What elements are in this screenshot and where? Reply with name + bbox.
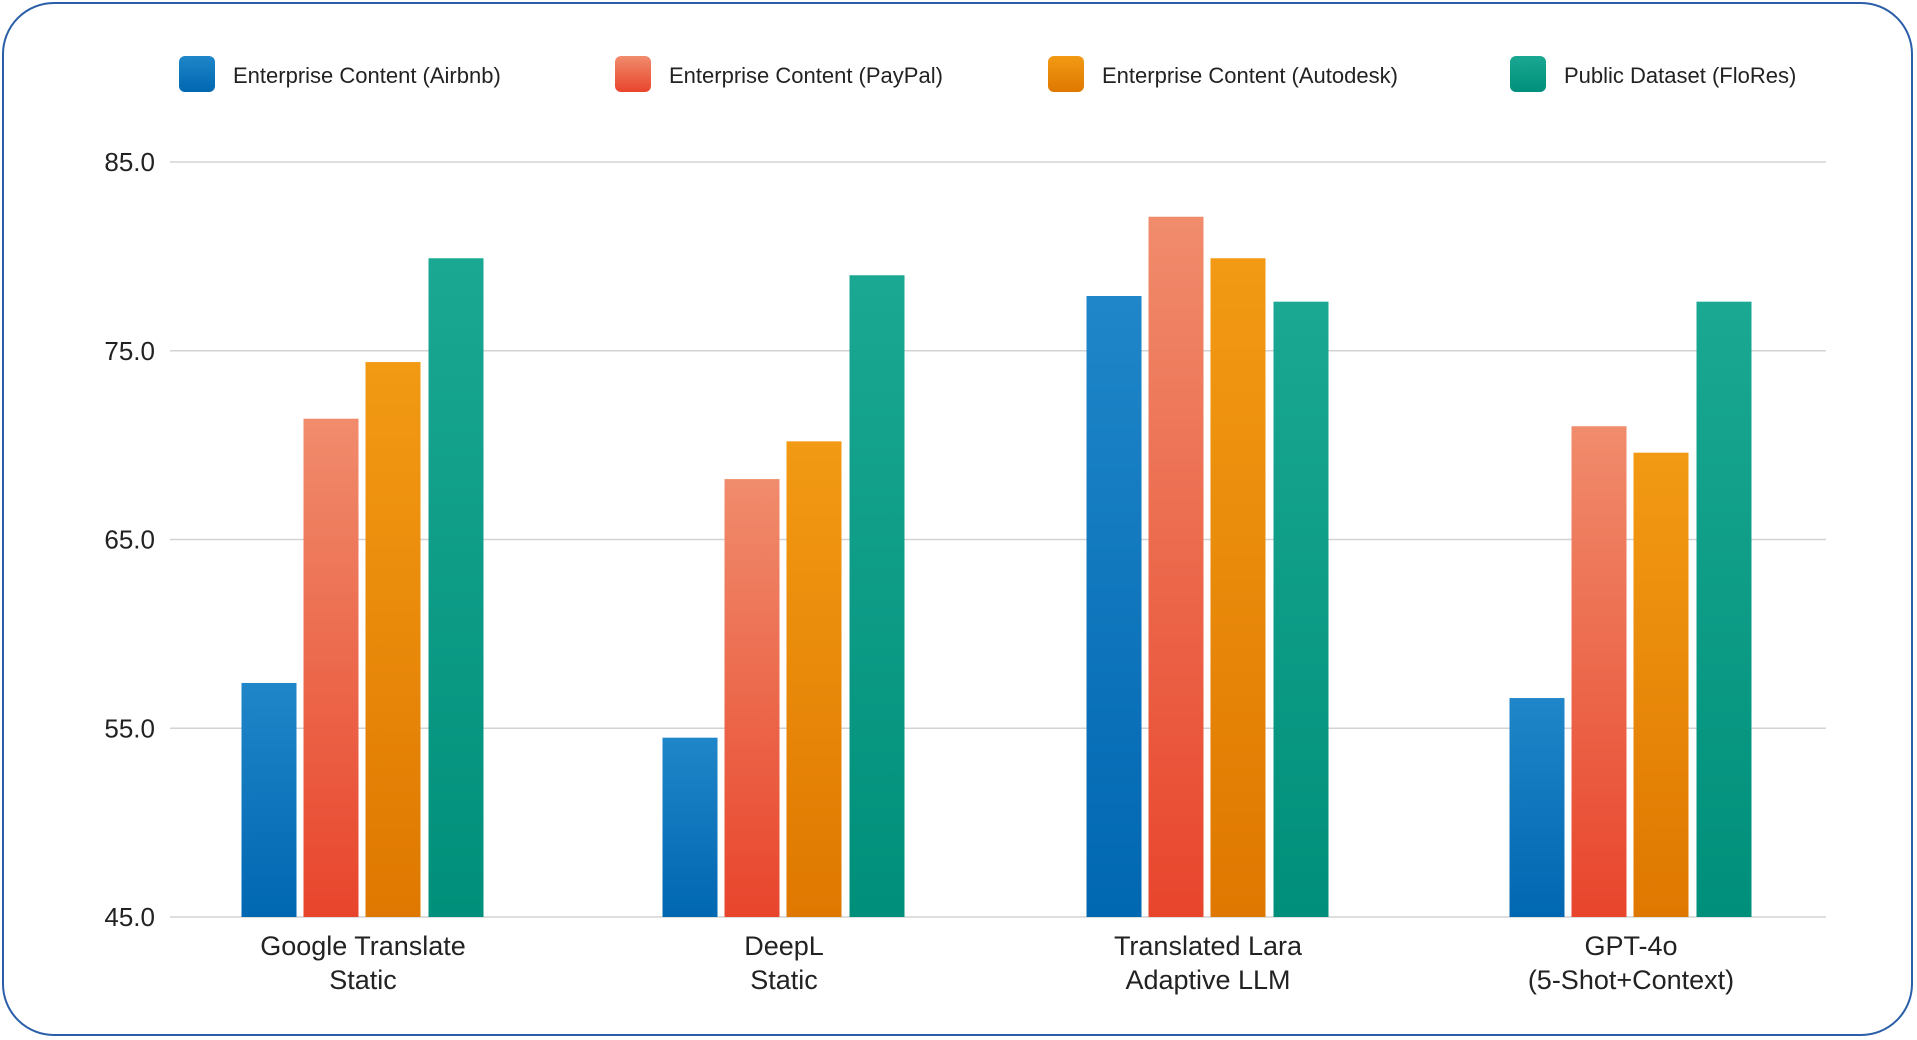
legend-label: Enterprise Content (Airbnb)	[233, 63, 501, 88]
bar	[1571, 426, 1627, 917]
legend-label: Enterprise Content (Autodesk)	[1102, 63, 1398, 88]
bars	[241, 216, 1752, 918]
legend-swatch	[179, 56, 215, 92]
bar	[241, 682, 297, 917]
grid: 85.0 75.0 65.0 55.0 45.0	[104, 147, 1826, 932]
bar	[303, 418, 359, 917]
legend-swatch	[1510, 56, 1546, 92]
bar	[365, 362, 421, 917]
bar	[1509, 698, 1565, 917]
x-category-label: DeepL	[744, 931, 824, 961]
bar	[1148, 216, 1204, 918]
y-tick-label: 45.0	[104, 902, 155, 932]
legend-label: Public Dataset (FloRes)	[1564, 63, 1796, 88]
y-tick-label: 75.0	[104, 336, 155, 366]
x-category-label: (5-Shot+Context)	[1528, 965, 1734, 995]
bar	[1633, 452, 1689, 917]
x-axis-labels: Google Translate Static DeepL Static Transla…	[260, 931, 1734, 995]
x-category-label: Adaptive LLM	[1125, 965, 1290, 995]
bar	[1273, 301, 1329, 917]
bar	[849, 275, 905, 917]
x-category-label: Translated Lara	[1114, 931, 1303, 961]
bar	[786, 441, 842, 917]
bar	[724, 479, 780, 917]
legend: Enterprise Content (Airbnb) Enterprise Co…	[179, 56, 1796, 92]
legend-swatch	[1048, 56, 1084, 92]
x-category-label: Google Translate	[260, 931, 466, 961]
bar	[1696, 301, 1752, 917]
bar	[1086, 296, 1142, 917]
y-tick-label: 65.0	[104, 525, 155, 555]
x-category-label: GPT-4o	[1584, 931, 1677, 961]
bar	[1210, 258, 1266, 917]
x-category-label: Static	[750, 965, 818, 995]
x-category-label: Static	[329, 965, 397, 995]
bar	[662, 737, 718, 917]
legend-swatch	[615, 56, 651, 92]
y-tick-label: 55.0	[104, 713, 155, 743]
y-tick-label: 85.0	[104, 147, 155, 177]
bar	[428, 258, 484, 917]
legend-label: Enterprise Content (PayPal)	[669, 63, 943, 88]
